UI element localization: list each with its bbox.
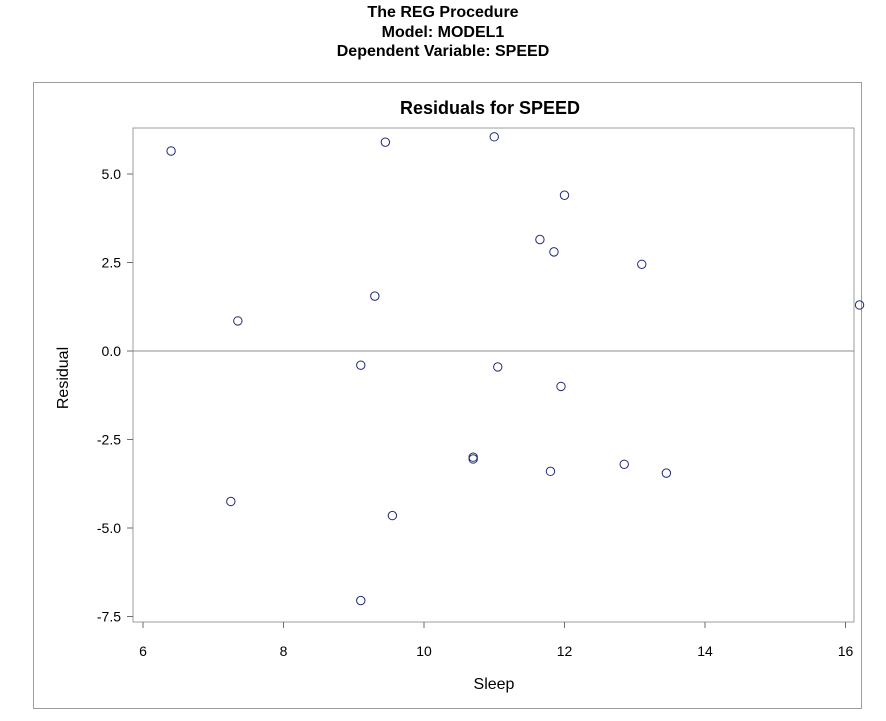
- residual-point: [356, 360, 366, 370]
- residual-point: [854, 300, 865, 310]
- procedure-header: The REG Procedure Model: MODEL1 Dependen…: [0, 3, 886, 62]
- x-tick-label: 6: [139, 643, 147, 659]
- x-tick-label: 10: [416, 643, 432, 659]
- residual-point: [468, 454, 478, 464]
- y-axis-label: Residual: [55, 347, 72, 409]
- x-tick-label: 8: [280, 643, 288, 659]
- procedure-title: The REG Procedure: [367, 4, 519, 21]
- residual-point: [619, 459, 629, 469]
- graph-frame: [33, 82, 862, 709]
- x-tick-label: 14: [697, 643, 713, 659]
- residual-point: [545, 466, 556, 477]
- y-axis: 5.0 2.5 0.0 -2.5 -5.0 -7.5: [97, 166, 133, 625]
- y-tick-label: -2.5: [97, 432, 121, 448]
- residual-point: [556, 381, 566, 392]
- dependent-variable-label: Dependent Variable: SPEED: [336, 43, 550, 60]
- residual-point: [166, 146, 176, 156]
- residual-point: [535, 234, 545, 245]
- data-points: [166, 132, 865, 606]
- y-tick-label: 5.0: [102, 166, 122, 182]
- x-tick-label: 12: [557, 643, 573, 659]
- model-label: Model: MODEL1: [381, 23, 505, 41]
- residual-point: [661, 468, 672, 478]
- residual-point: [380, 137, 391, 147]
- x-axis: 6 8 10 12 14 16: [139, 622, 853, 659]
- x-tick-label: 16: [838, 643, 854, 659]
- residual-point: [468, 452, 478, 462]
- residual-point: [233, 316, 243, 326]
- y-tick-label: 0.0: [102, 343, 122, 359]
- plot-area: [132, 127, 855, 623]
- y-tick-label: -5.0: [97, 520, 121, 536]
- residual-point: [387, 510, 398, 521]
- residual-point: [356, 595, 366, 606]
- residual-point: [370, 291, 380, 301]
- residual-point: [489, 132, 499, 142]
- y-tick-label: 2.5: [102, 255, 122, 271]
- residual-point: [493, 362, 503, 372]
- residual-point: [549, 247, 559, 257]
- chart-title: Residuals for SPEED: [400, 98, 580, 118]
- residual-point: [559, 190, 570, 200]
- residual-point: [226, 496, 236, 507]
- x-axis-label: Sleep: [474, 676, 515, 693]
- y-tick-label: -7.5: [97, 609, 121, 625]
- residual-point: [637, 259, 647, 269]
